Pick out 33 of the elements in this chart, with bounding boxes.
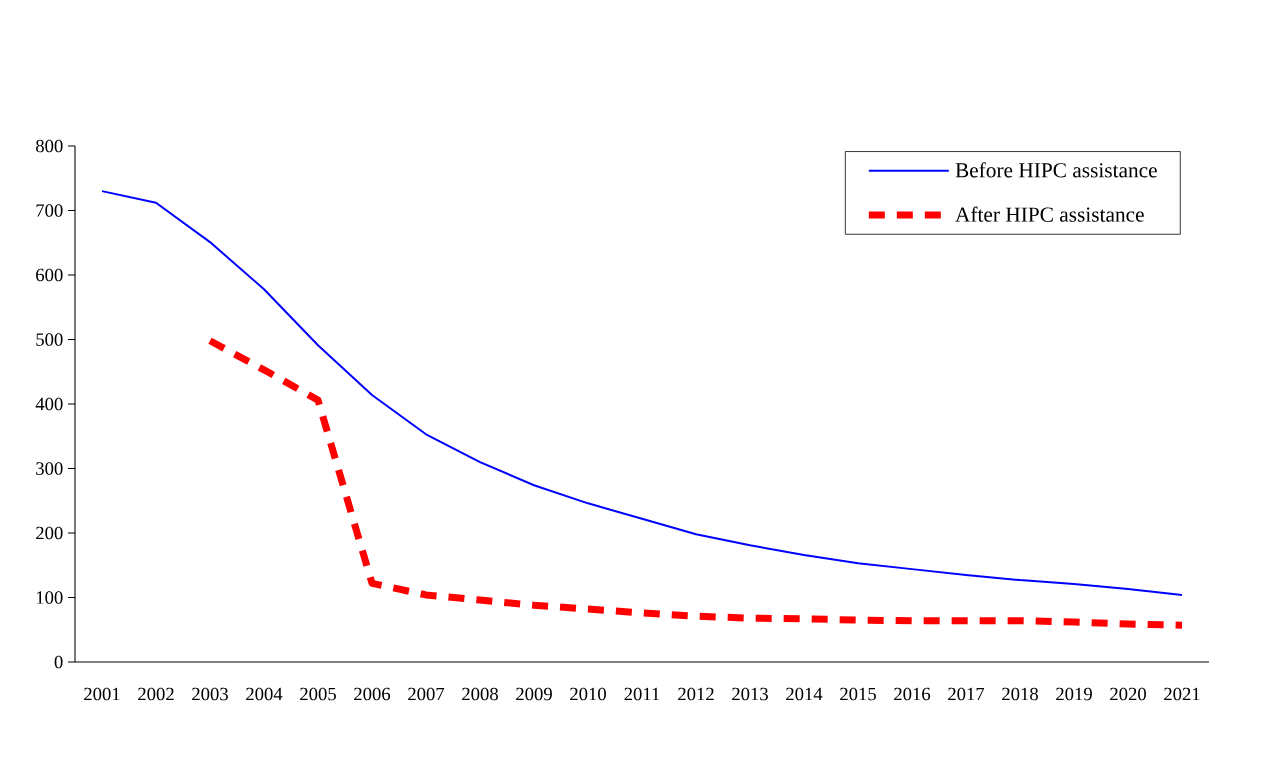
y-tick-label: 200	[36, 526, 63, 540]
y-tick-label: 600	[36, 268, 63, 282]
line-series	[101, 190, 1184, 596]
y-tick-label: 700	[36, 204, 63, 217]
x-tick-label: 2008	[462, 687, 498, 701]
x-tick-label: 2002	[138, 687, 174, 701]
x-tick-label: 2003	[192, 687, 228, 701]
y-tick-label: 500	[36, 333, 63, 346]
x-tick-label: 2021	[1164, 687, 1200, 701]
x-tick-label: 2001	[84, 687, 120, 701]
x-tick-label: 2014	[786, 687, 823, 701]
x-tick-label: 2005	[300, 687, 336, 701]
x-tick-label: 2015	[840, 687, 876, 701]
x-tick-label: 2020	[1110, 687, 1146, 701]
x-tick-label: 2011	[624, 687, 660, 701]
x-tick-label: 2006	[354, 687, 391, 701]
x-tick-label: 2017	[948, 687, 985, 701]
x-tick-label: 2009	[516, 687, 552, 701]
y-tick-label: 400	[35, 397, 63, 411]
x-tick-label: 2019	[1056, 687, 1092, 701]
x-tick-label: 2007	[408, 687, 445, 701]
legend-label: Before HIPC assistance	[955, 162, 1157, 178]
x-tick-label: 2018	[1002, 687, 1038, 701]
x-tick-label: 2016	[894, 687, 931, 701]
x-tick-label: 2004	[246, 687, 283, 701]
y-tick-label: 800	[36, 139, 63, 153]
legend-label: After HIPC assistance	[955, 206, 1144, 222]
y-tick-label: 0	[54, 655, 63, 669]
y-tick-label: 100	[36, 591, 63, 604]
y-tick-label: 300	[36, 462, 63, 475]
x-tick-label: 2010	[570, 687, 606, 701]
x-tick-label: 2012	[678, 687, 714, 701]
x-tick-label: 2013	[732, 687, 768, 701]
